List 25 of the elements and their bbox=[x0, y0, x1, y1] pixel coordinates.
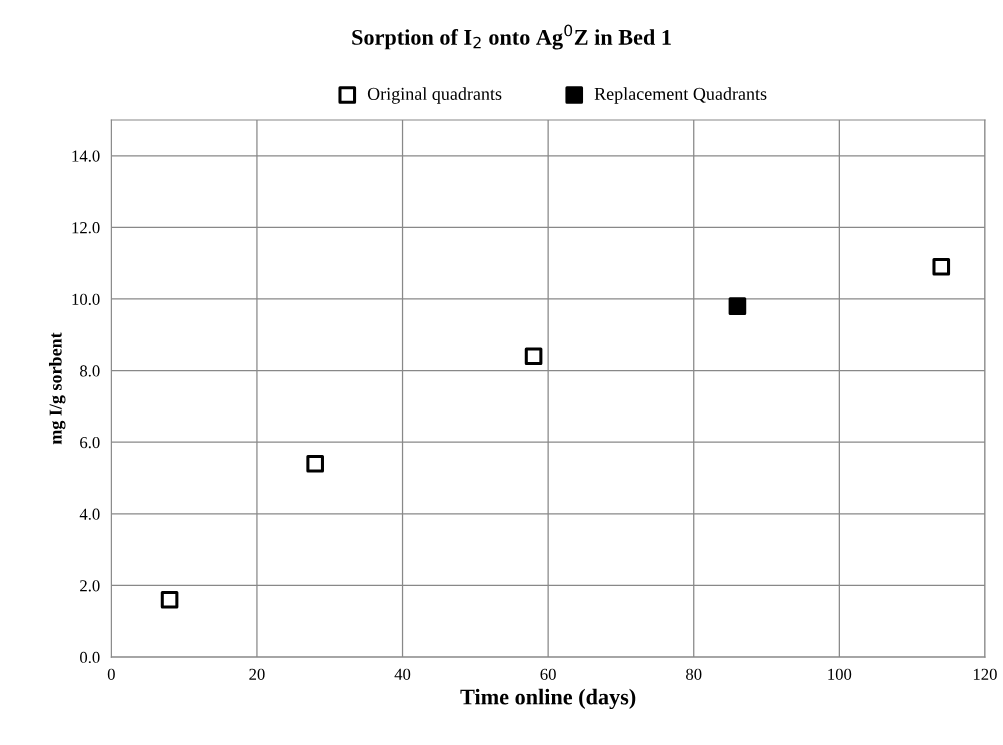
y-axis-title: mg I/g sorbent bbox=[48, 332, 66, 445]
y-tick-label: 12.0 bbox=[72, 222, 100, 234]
point bbox=[932, 257, 951, 276]
legend-label: Replacement Quadrants bbox=[594, 87, 767, 104]
legend-label: Original quadrants bbox=[367, 87, 502, 104]
x-tick-label: 120 bbox=[973, 668, 997, 680]
x-tick-label: 100 bbox=[828, 668, 852, 680]
chart-title: Sorption of I$_{2}$ onto Ag$^{0}$Z in Bed 1 bbox=[352, 24, 671, 50]
y-tick-label: 10.0 bbox=[72, 293, 100, 306]
x-tick-label: 60 bbox=[540, 668, 556, 680]
x-axis-title: Time online (days) bbox=[460, 688, 636, 710]
x-tick-label: 40 bbox=[394, 668, 411, 680]
y-tick-label: 4.0 bbox=[79, 508, 100, 520]
y-tick-label: 0.0 bbox=[80, 651, 100, 664]
x-tick-label: 20 bbox=[249, 668, 265, 680]
x-tick-label: 0 bbox=[107, 668, 115, 680]
y-tick-label: 2.0 bbox=[80, 580, 100, 592]
y-tick-label: 14.0 bbox=[72, 150, 100, 162]
point bbox=[160, 590, 179, 609]
y-tick-label: 6.0 bbox=[80, 436, 100, 449]
point bbox=[306, 454, 324, 473]
point bbox=[728, 297, 747, 315]
point bbox=[524, 347, 543, 366]
x-tick-label: 80 bbox=[686, 668, 702, 680]
y-tick-label: 8.0 bbox=[80, 365, 100, 377]
